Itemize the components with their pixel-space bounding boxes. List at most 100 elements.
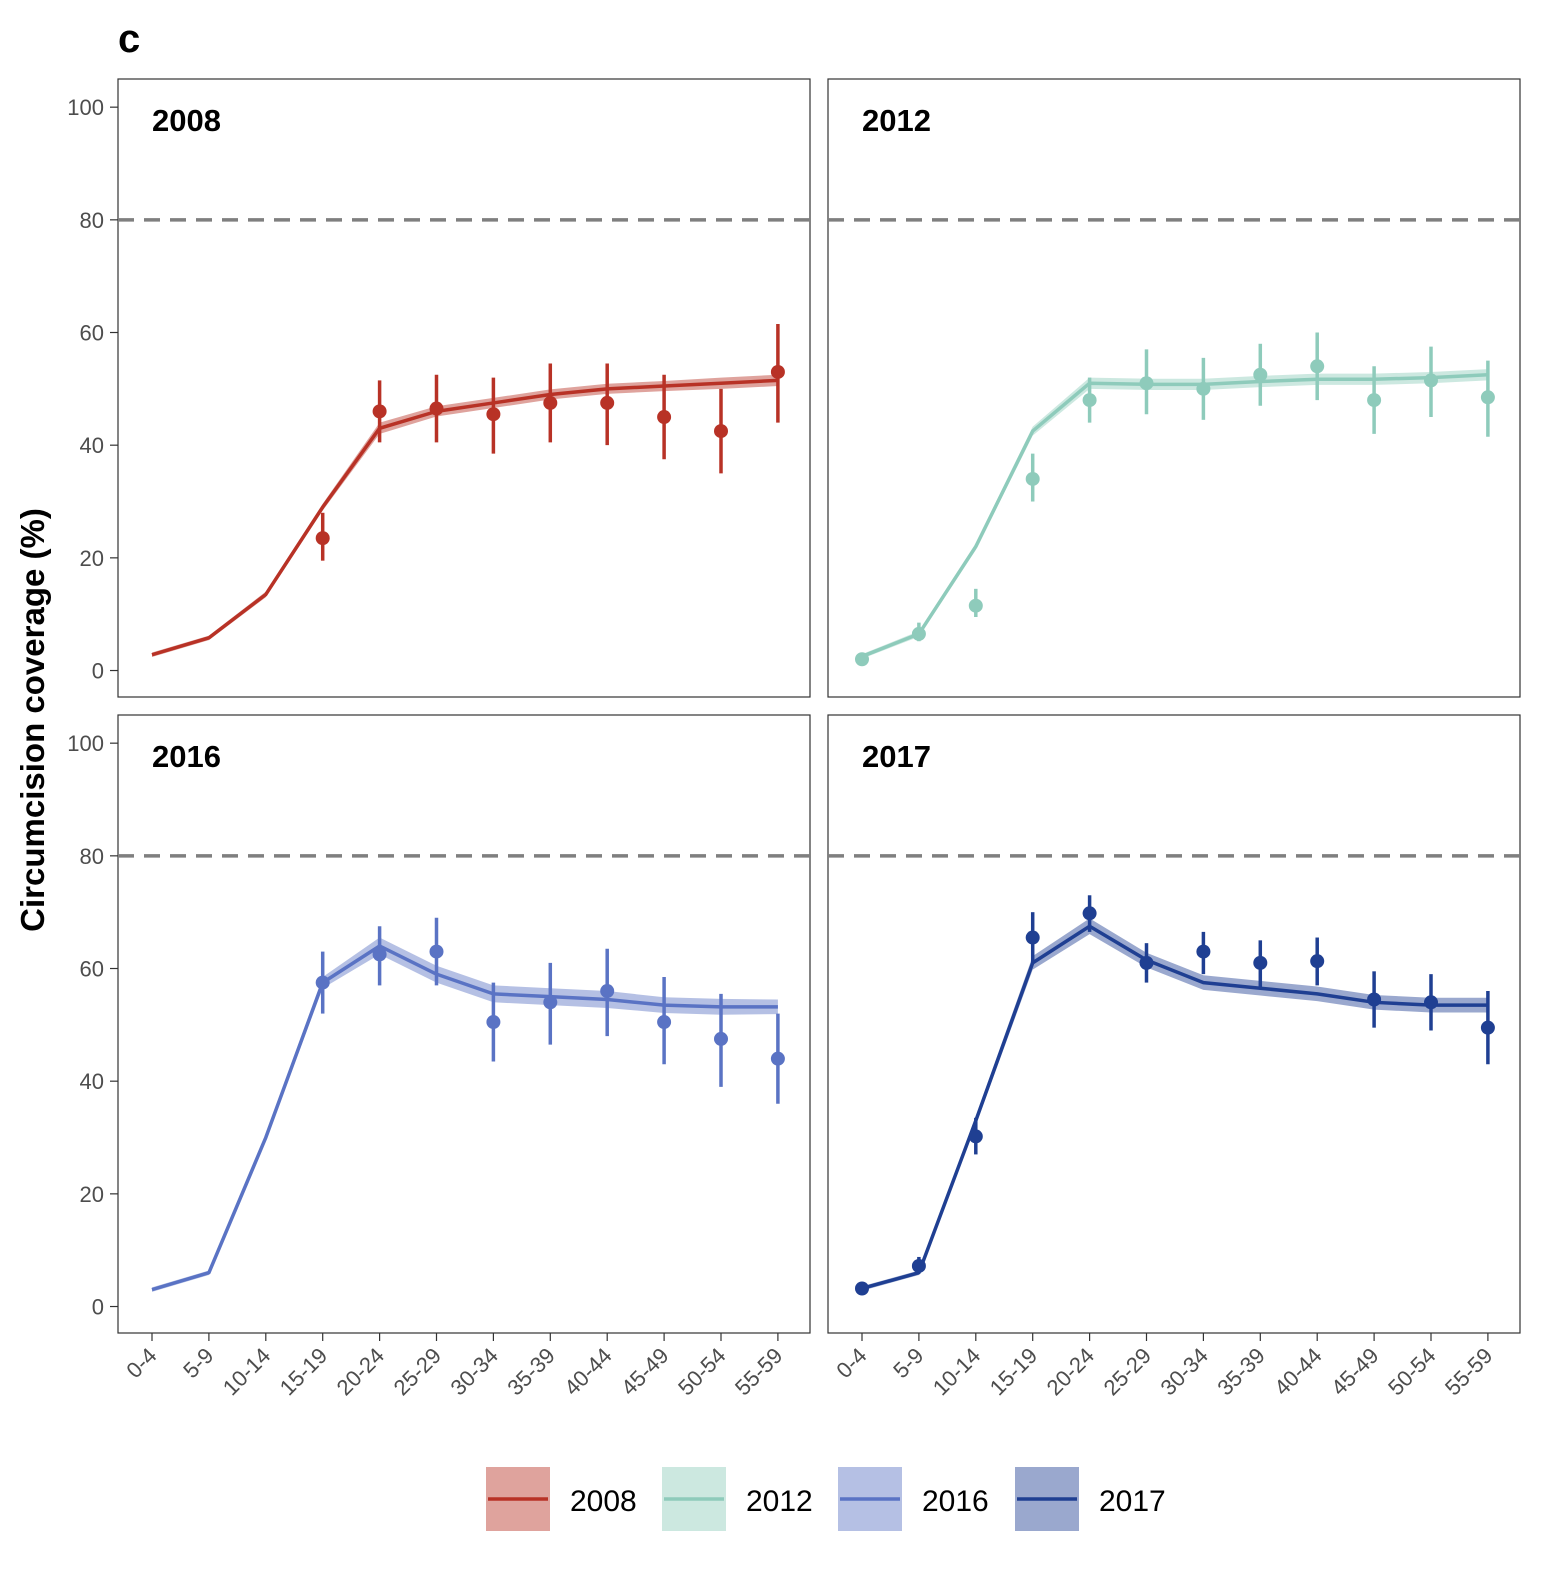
x-tick-label: 25-29 — [389, 1343, 446, 1400]
survey-point — [543, 395, 558, 410]
survey-point — [1139, 955, 1154, 970]
survey-point — [770, 364, 785, 379]
survey-point — [372, 947, 387, 962]
y-tick-label: 80 — [80, 208, 104, 233]
survey-point — [429, 401, 444, 416]
model-line-2008 — [151, 378, 778, 657]
y-tick-label: 100 — [67, 731, 104, 756]
survey-point — [968, 598, 983, 613]
x-tick-label: 5-9 — [178, 1343, 218, 1383]
survey-point — [429, 944, 444, 959]
x-tick-label: 45-49 — [1326, 1343, 1383, 1400]
survey-point — [600, 395, 615, 410]
panel-2008: 0 20 40 60 80 100 2008 — [67, 78, 811, 698]
y-tick-label: 100 — [67, 95, 104, 120]
x-tick-label: 45-49 — [616, 1343, 673, 1400]
survey-point — [911, 626, 926, 641]
y-tick-label: 40 — [80, 433, 104, 458]
survey-point — [770, 1051, 785, 1066]
panel-frame — [117, 78, 811, 698]
survey-point — [600, 984, 615, 999]
survey-point — [1196, 381, 1211, 396]
survey-point — [1424, 995, 1438, 1010]
y-tick-label: 40 — [80, 1069, 104, 1094]
legend-item-2008: 2008 — [486, 1467, 637, 1531]
x-tick-label: 35-39 — [502, 1343, 559, 1400]
survey-point — [855, 1281, 869, 1296]
x-tick-label: 10-14 — [218, 1343, 275, 1400]
x-tick-label: 0-4 — [121, 1343, 161, 1383]
survey-point — [1310, 359, 1325, 374]
survey-point — [657, 1015, 672, 1030]
survey-point — [486, 1015, 501, 1030]
survey-point — [1310, 954, 1325, 969]
survey-point — [714, 1031, 728, 1046]
y-tick-label: 60 — [80, 321, 104, 346]
model-line-2017 — [861, 924, 1488, 1291]
survey-point — [1082, 393, 1097, 408]
panel-title: 2016 — [152, 739, 221, 774]
survey-point — [714, 424, 728, 439]
x-tick-label: 25-29 — [1099, 1343, 1156, 1400]
survey-point — [1082, 906, 1097, 921]
x-tick-label: 50-54 — [673, 1343, 730, 1400]
x-tick-label: 0-4 — [831, 1343, 871, 1383]
y-tick-label: 20 — [80, 546, 104, 571]
y-tick-label: 60 — [80, 957, 104, 982]
y-axis-title: Circumcision coverage (%) — [14, 508, 51, 932]
survey-point — [1196, 944, 1211, 959]
x-tick-label: 50-54 — [1383, 1343, 1440, 1400]
survey-point — [1367, 992, 1382, 1007]
survey-point — [657, 410, 672, 425]
panel-2017: 0-4 5-9 10-14 15-19 20-24 25-29 30-34 35-39 40-4… — [827, 714, 1521, 1400]
y-tick-label: 0 — [92, 1295, 104, 1320]
panel-frame — [117, 714, 811, 1334]
x-tick-label: 55-59 — [1440, 1343, 1497, 1400]
panel-title: 2008 — [152, 103, 221, 138]
survey-point — [1480, 390, 1495, 405]
y-tick-label: 20 — [80, 1182, 104, 1207]
survey-point — [1253, 367, 1268, 382]
panel-frame — [827, 78, 1521, 698]
x-tick-label: 20-24 — [332, 1343, 389, 1400]
figure-label: c — [118, 17, 140, 61]
survey-point — [1424, 373, 1438, 388]
legend-label: 2012 — [746, 1485, 813, 1518]
x-tick-label: 15-19 — [985, 1343, 1042, 1400]
model-line-2016 — [151, 944, 778, 1292]
survey-point — [1253, 955, 1268, 970]
x-tick-label: 30-34 — [445, 1343, 502, 1400]
x-tick-label: 30-34 — [1155, 1343, 1212, 1400]
model-line-2012 — [861, 373, 1488, 659]
survey-point — [315, 975, 330, 990]
x-tick-label: 5-9 — [888, 1343, 928, 1383]
x-tick-label: 10-14 — [928, 1343, 985, 1400]
survey-point — [1139, 376, 1154, 391]
survey-point — [543, 995, 558, 1010]
legend-label: 2016 — [922, 1485, 989, 1518]
panel-title: 2017 — [862, 739, 931, 774]
panel-title: 2012 — [862, 103, 931, 138]
legend: 2008 2012 2016 2017 — [486, 1467, 1166, 1531]
legend-item-2012: 2012 — [662, 1467, 813, 1531]
legend-item-2016: 2016 — [838, 1467, 989, 1531]
survey-point — [1025, 471, 1040, 486]
x-tick-label: 35-39 — [1212, 1343, 1269, 1400]
survey-point — [486, 407, 501, 422]
survey-point — [968, 1129, 983, 1144]
legend-item-2017: 2017 — [1015, 1467, 1166, 1531]
x-tick-label: 15-19 — [275, 1343, 332, 1400]
survey-point — [1367, 393, 1382, 408]
survey-point — [911, 1258, 926, 1273]
survey-point — [372, 404, 387, 419]
x-tick-label: 55-59 — [730, 1343, 787, 1400]
survey-point — [1025, 930, 1040, 945]
survey-point — [1480, 1020, 1495, 1035]
x-tick-label: 40-44 — [559, 1343, 616, 1400]
y-tick-label: 0 — [92, 659, 104, 684]
x-tick-label: 20-24 — [1042, 1343, 1099, 1400]
panel-frame — [827, 714, 1521, 1334]
